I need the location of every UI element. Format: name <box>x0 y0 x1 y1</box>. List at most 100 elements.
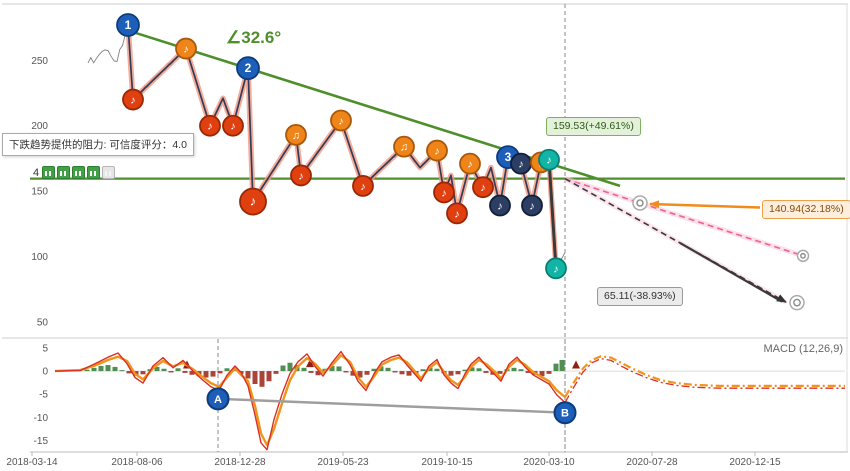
down-target-endpoint <box>793 298 801 307</box>
macd-axis-label: -10 <box>34 413 49 424</box>
macd-histogram-bar <box>336 366 342 372</box>
pivot-note-glyph: ♫ <box>292 130 300 142</box>
pivot-marker[interactable] <box>433 181 455 204</box>
divergence-line <box>217 397 566 414</box>
macd-histogram-bar <box>406 371 412 376</box>
pivot-marker[interactable] <box>446 202 468 225</box>
macd-signal-triangle <box>306 359 314 368</box>
macd-histogram-bar <box>448 371 454 376</box>
macd-histogram-bar <box>364 371 370 375</box>
date-axis-label: 2019-05-23 <box>317 457 369 468</box>
pink-projection-line <box>564 177 804 257</box>
pivot-marker[interactable] <box>239 187 267 216</box>
divergence-point-a-label: A <box>214 394 222 406</box>
pivot-marker[interactable] <box>459 152 481 175</box>
pivot-note-glyph: ♪ <box>546 155 552 167</box>
macd-histogram-bar <box>259 371 265 387</box>
macd-histogram-bar <box>273 371 279 374</box>
target-label-up: 159.53(+49.61%) <box>546 117 641 137</box>
macd-histogram-bar <box>343 371 349 373</box>
pivot-marker[interactable] <box>472 176 494 199</box>
pivot-marker[interactable] <box>175 37 197 60</box>
pivot-marker[interactable] <box>426 139 448 162</box>
date-axis-label: 2018-12-28 <box>214 457 266 468</box>
pivot-marker[interactable] <box>222 114 244 137</box>
macd-histogram-bar <box>84 369 90 372</box>
pivot-marker[interactable] <box>122 88 144 111</box>
wave-number-marker[interactable] <box>236 56 260 81</box>
pivot-note-glyph: ♪ <box>360 181 366 193</box>
date-axis-label: 2018-08-06 <box>111 457 163 468</box>
macd-histogram-bar <box>476 368 482 372</box>
confidence-score-row: 4 <box>33 166 116 179</box>
macd-dea-line <box>54 354 566 447</box>
wave-number-marker[interactable] <box>116 13 140 37</box>
divergence-point-b[interactable] <box>553 401 577 425</box>
pivot-marker[interactable] <box>330 109 352 132</box>
pivot-note-glyph: ♪ <box>454 208 460 220</box>
macd-histogram-bar <box>518 369 524 372</box>
macd-histogram-bar <box>462 369 468 372</box>
macd-histogram-bar <box>189 371 195 375</box>
macd-dif-line <box>54 350 566 451</box>
macd-histogram-bar <box>392 371 398 373</box>
pivot-note-glyph: ♪ <box>497 201 503 213</box>
macd-histogram-bar <box>252 371 258 385</box>
pivot-note-glyph: ♪ <box>480 182 486 194</box>
pivot-marker[interactable] <box>538 148 560 171</box>
macd-histogram-bar <box>91 367 97 372</box>
macd-histogram-bar <box>217 371 223 374</box>
macd-histogram-bar <box>266 371 272 382</box>
pivot-note-glyph: ♪ <box>338 115 344 127</box>
macd-histogram-bar <box>371 368 377 372</box>
macd-histogram-bar <box>420 369 426 372</box>
pivot-marker[interactable] <box>290 164 312 187</box>
pivot-note-glyph: ♪ <box>518 159 524 171</box>
macd-histogram-bar <box>399 371 405 375</box>
macd-histogram-bar <box>287 362 293 372</box>
macd-histogram-bar <box>161 368 167 372</box>
macd-axis-label: 0 <box>42 367 48 378</box>
pivot-note-glyph: ♪ <box>441 187 447 199</box>
pivot-marker[interactable] <box>352 174 374 197</box>
pivot-note-glyph: ♪ <box>250 194 257 209</box>
macd-histogram-bar <box>98 365 104 372</box>
mid-target-arrow <box>649 200 761 209</box>
down-target-arrow-shaft <box>679 241 783 303</box>
date-axis-label: 2019-10-15 <box>421 457 473 468</box>
macd-histogram-bar <box>455 371 461 375</box>
macd-histogram-bar <box>105 365 111 372</box>
pivot-marker[interactable] <box>393 135 415 158</box>
wave-number-label: 1 <box>125 18 132 32</box>
target-label-mid: 140.94(32.18%) <box>762 200 850 220</box>
confidence-score-value: 4 <box>33 166 40 179</box>
macd-histogram-bar <box>469 367 475 372</box>
divergence-point-a[interactable] <box>206 387 230 411</box>
macd-legend: MACD (12,26,9) <box>763 343 843 355</box>
pivot-note-glyph: ♪ <box>230 121 236 133</box>
target-label-down: 65.11(-38.93%) <box>597 287 683 307</box>
divergence-point-b-label: B <box>561 408 569 420</box>
price-axis-label: 250 <box>31 56 48 67</box>
confidence-box <box>87 166 101 179</box>
macd-dea-projection <box>564 355 845 398</box>
macd-histogram-bar <box>140 371 146 375</box>
macd-histogram-bar <box>210 371 216 377</box>
pivot-note-glyph: ♪ <box>529 201 535 213</box>
pivot-marker[interactable] <box>199 114 221 137</box>
macd-histogram-bar <box>301 367 307 372</box>
pivot-marker[interactable] <box>545 257 567 280</box>
pivot-marker[interactable] <box>521 194 543 217</box>
macd-axis-label: 5 <box>42 343 48 354</box>
macd-histogram-bar <box>119 370 125 372</box>
macd-histogram-bar <box>434 368 440 372</box>
macd-histogram-bar <box>245 371 251 379</box>
pivot-marker[interactable] <box>285 123 307 146</box>
macd-histogram-bar <box>112 366 118 372</box>
macd-histogram-bar <box>525 371 531 373</box>
pivot-marker[interactable] <box>489 194 511 217</box>
macd-histogram-bar <box>559 359 565 372</box>
macd-histogram-bar <box>224 368 230 372</box>
macd-axis-label: -5 <box>39 390 48 401</box>
macd-histogram-bar <box>308 371 314 373</box>
